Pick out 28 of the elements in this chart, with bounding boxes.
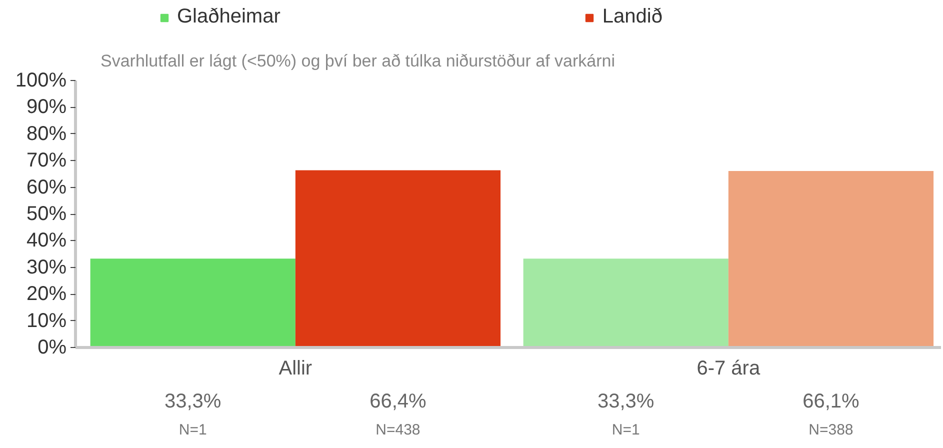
bar	[523, 258, 728, 348]
y-tick-label: 100%	[15, 70, 67, 92]
chart-subtitle: Svarhlutfall er lágt (<50%) og því ber að túlka niðurstöður af varkárni	[100, 52, 616, 70]
y-tick-label: 90%	[26, 96, 67, 118]
text: N=1	[178, 422, 207, 438]
text: N=388	[808, 422, 854, 438]
data-label: 33,3%	[598, 390, 654, 412]
x-tick-label: Allir	[278, 358, 312, 380]
bar	[728, 171, 934, 348]
y-tick-label: 30%	[26, 256, 67, 278]
data-label: 66,1%	[802, 390, 860, 412]
x-tick-label: 6-7 ára	[696, 358, 761, 380]
y-tick-label: 60%	[26, 176, 67, 198]
y-tick-label: 80%	[26, 122, 67, 145]
y-tick-label: 70%	[26, 150, 67, 172]
legend-label: Glaðheimar	[177, 6, 280, 28]
y-tick-label: 40%	[26, 230, 67, 252]
y-tick-label: 20%	[26, 283, 67, 306]
text: N=438	[376, 422, 420, 438]
bar	[295, 170, 501, 348]
y-tick-label: 50%	[26, 203, 67, 225]
legend-label: Landið	[602, 6, 662, 28]
y-tick-label: 0%	[38, 336, 67, 358]
y-tick-label: 10%	[26, 310, 67, 332]
data-label: 33,3%	[164, 390, 222, 412]
text: N=1	[612, 422, 640, 438]
bar	[90, 258, 296, 348]
data-label: 66,4%	[370, 390, 427, 412]
